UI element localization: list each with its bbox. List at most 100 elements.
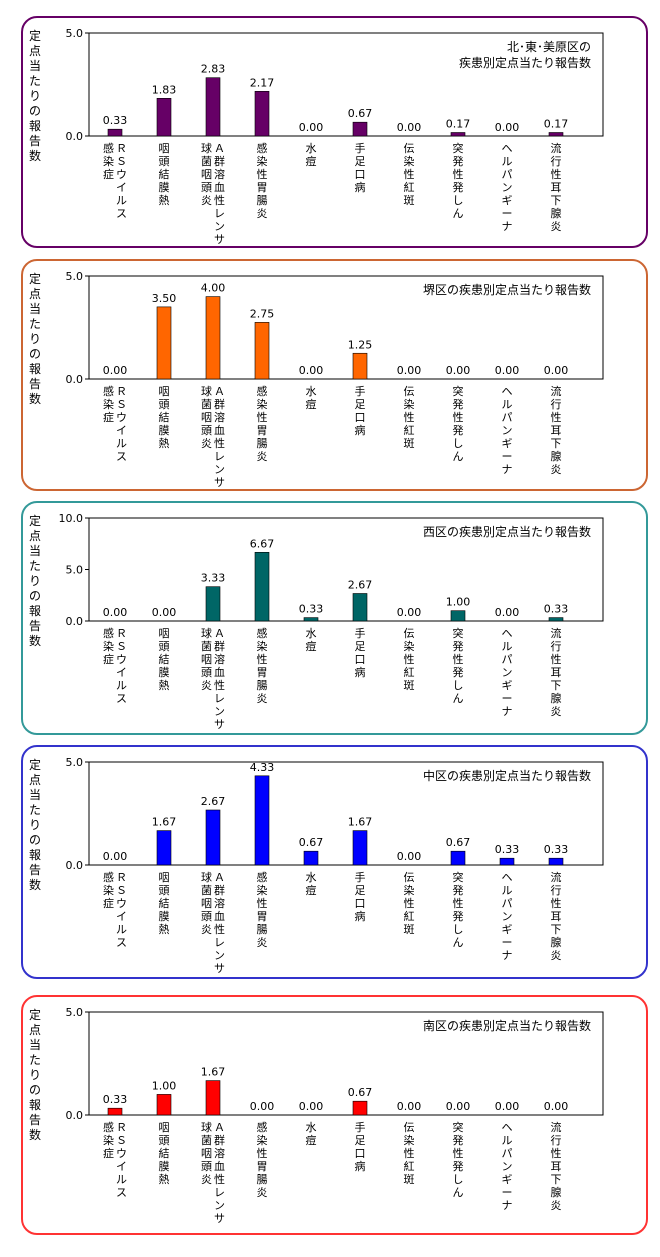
category-label-char: 発 [453, 665, 464, 679]
bar [254, 90, 270, 137]
category-label-char: ル [116, 194, 127, 207]
category-label-char: 痘 [306, 883, 317, 897]
category-label-char: 結 [159, 1146, 170, 1160]
category-label-char: 紅 [404, 910, 415, 923]
category-label-char: Ｒ [116, 871, 127, 884]
category-label-char: ん [453, 207, 464, 220]
y-tick-label: 10.0 [59, 512, 84, 525]
category-label-char: 性 [257, 1146, 268, 1160]
category-label-char: 水 [306, 871, 317, 884]
data-label: 1.00 [446, 596, 471, 609]
category-label-char: 群 [214, 883, 225, 897]
category-label-char: 感 [103, 1121, 114, 1134]
category-label-char: ン [502, 1160, 513, 1173]
category-label-char: ー [502, 692, 513, 705]
category-label-char: ナ [502, 705, 513, 718]
category-label-char: 頭 [159, 398, 170, 411]
category-label-char: Ｓ [116, 884, 127, 897]
y-axis-label-char: 告 [29, 1113, 41, 1127]
category-label-char: 胃 [257, 910, 268, 923]
category-label: 水痘 [306, 142, 317, 168]
data-label: 4.00 [201, 282, 226, 295]
category-label-char: 斑 [404, 437, 415, 450]
category-label-char: 突 [453, 141, 464, 155]
category-label-char: 頭 [159, 640, 170, 653]
bar [450, 610, 466, 622]
category-label-char: 熱 [159, 679, 170, 692]
category-label-char: し [453, 437, 464, 450]
category-label-char: 染 [103, 154, 114, 168]
y-axis-label-char: た [29, 317, 41, 331]
data-label: 0.00 [446, 1100, 471, 1113]
category-label-char: 染 [257, 1133, 268, 1147]
y-tick-label: 0.0 [66, 130, 84, 143]
data-label: 0.00 [544, 1100, 569, 1113]
category-label-char: 腺 [551, 935, 562, 949]
y-axis-label-char: り [29, 1068, 41, 1082]
category-label-char: 病 [355, 665, 366, 679]
category-label-char: 斑 [404, 1173, 415, 1186]
category-label-char: 頭 [201, 910, 212, 923]
data-label: 0.00 [397, 1100, 422, 1113]
category-label-char: 病 [355, 1159, 366, 1173]
data-label: 0.00 [103, 850, 128, 863]
category-label-char: ス [116, 207, 127, 220]
category-label-char: 性 [453, 652, 464, 666]
plot-area [88, 32, 604, 137]
category-label-char: 球 [201, 626, 212, 640]
data-label: 0.33 [495, 843, 520, 856]
bar-chart: 定点当たりの報告数0.05.0南区の疾患別定点当たり報告数0.33ＲＳウイルス感… [29, 1006, 604, 1225]
category-label-char: ル [502, 1134, 513, 1147]
y-axis-label-char: 報 [29, 362, 41, 376]
category-label-char: 水 [306, 385, 317, 398]
category-label-char: ウ [116, 168, 127, 181]
category-label-char: レ [214, 207, 225, 220]
y-tick-label: 5.0 [66, 27, 84, 40]
category-label-char: 性 [214, 193, 225, 207]
category-label-char: 性 [551, 410, 562, 424]
category-label-char: 結 [159, 652, 170, 666]
chart-title: 中区の疾患別定点当たり報告数 [423, 768, 591, 783]
category-label-char: ん [453, 1186, 464, 1199]
chart-title: 北･東･美原区の [507, 40, 591, 54]
category-label-char: 染 [103, 397, 114, 411]
category-label-char: 頭 [159, 1134, 170, 1147]
category-label-char: 性 [453, 167, 464, 181]
category-label-char: 痘 [306, 639, 317, 653]
category-label-char: 紅 [404, 424, 415, 437]
category-label-char: 口 [355, 168, 366, 181]
category-label-char: 結 [159, 167, 170, 181]
data-label: 0.33 [544, 843, 569, 856]
y-axis-label-char: 点 [29, 44, 41, 58]
category-label-char: 腺 [551, 449, 562, 463]
category-label-char: 性 [214, 1172, 225, 1186]
category-label-char: ン [502, 181, 513, 194]
category-label-char: 手 [355, 141, 366, 155]
data-label: 0.33 [103, 1093, 128, 1106]
category-label-char: 感 [257, 627, 268, 640]
category-label-char: 頭 [201, 181, 212, 194]
category-label-char: し [453, 194, 464, 207]
category-label-char: Ａ [214, 627, 225, 640]
category-label-char: 咽 [159, 385, 170, 398]
bar [156, 1094, 172, 1116]
category-label-char: レ [214, 1186, 225, 1199]
category-label-char: 流 [551, 626, 562, 640]
y-axis-label-char: 当 [29, 1038, 41, 1052]
bar [205, 296, 221, 380]
category-label-char: 水 [306, 627, 317, 640]
category-label-char: 発 [453, 1159, 464, 1173]
bar [107, 128, 123, 137]
category-label-char: 溶 [214, 167, 225, 181]
bar [352, 352, 368, 380]
category-label-char: 性 [404, 410, 415, 424]
category-label-char: 足 [355, 398, 366, 411]
category-label-char: ル [116, 923, 127, 936]
category-label-char: ー [502, 450, 513, 463]
